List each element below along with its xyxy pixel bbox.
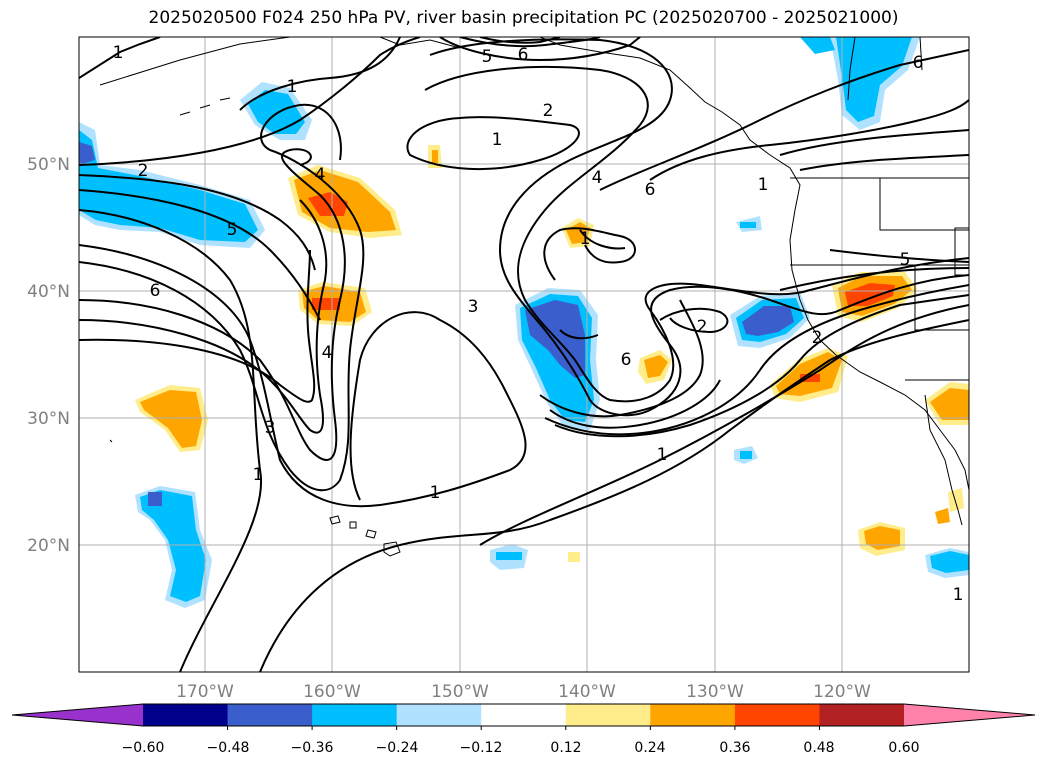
contour-label: 2 [543, 101, 554, 121]
lon-tick-label: 120°W [813, 682, 871, 702]
contour-label: 1 [253, 465, 264, 485]
contour-label: 2 [697, 317, 708, 337]
colorbar-segment [819, 704, 905, 726]
colorbar-tick-label: −0.12 [460, 740, 503, 756]
colorbar-segment [396, 704, 482, 726]
contour-label: 5 [227, 220, 238, 240]
colorbar-ticks: −0.60 −0.48 −0.36 −0.24 −0.12 0.12 0.24 … [122, 740, 920, 756]
lon-tick-label: 150°W [431, 682, 489, 702]
lon-tick-label: 170°W [176, 682, 234, 702]
lat-tick-labels: 50°N 40°N 30°N 20°N [27, 155, 70, 556]
colorbar: −0.60 −0.48 −0.36 −0.24 −0.12 0.12 0.24 … [11, 703, 1036, 756]
colorbar-tick-label: −0.60 [122, 740, 165, 756]
colorbar-tick-label: 0.36 [719, 740, 750, 756]
contour-label: 1 [430, 483, 441, 503]
lat-tick-label: 20°N [27, 536, 70, 556]
contour-label: 6 [645, 180, 656, 200]
colorbar-extend-min [12, 704, 143, 726]
contour-label: 1 [113, 43, 124, 63]
colorbar-segment [143, 704, 229, 726]
pv-contours [79, 37, 969, 672]
colorbar-segment [650, 704, 736, 726]
colorbar-tick-label: 0.24 [634, 740, 665, 756]
colorbar-tick-label: 0.60 [888, 740, 919, 756]
colorbar-tick-label: −0.24 [376, 740, 419, 756]
contour-label: 2 [812, 328, 823, 348]
colorbar-outline [11, 703, 1036, 727]
lon-tick-label: 160°W [303, 682, 361, 702]
colorbar-segment [481, 704, 567, 726]
coastlines [99, 37, 969, 526]
contour-labels: 1 5 6 1 2 1 6 2 4 4 6 5 1 1 6 5 3 2 2 4 … [113, 43, 964, 605]
contour-label: 6 [518, 45, 529, 65]
colorbar-segment [312, 704, 398, 726]
lon-tick-label: 140°W [558, 682, 616, 702]
colorbar-segment [565, 704, 651, 726]
contour-label: 4 [322, 343, 333, 363]
colorbar-extend-max [904, 704, 1035, 726]
lon-tick-label: 130°W [686, 682, 744, 702]
colorbar-tick-label: −0.48 [207, 740, 250, 756]
contour-label: 5 [482, 47, 493, 67]
contour-label: 1 [580, 229, 591, 249]
colorbar-segments [11, 703, 1036, 730]
map-frame [78, 36, 970, 673]
contour-label: 1 [287, 77, 298, 97]
colorbar-tick-label: −0.36 [291, 740, 334, 756]
lon-tick-labels: 170°W 160°W 150°W 140°W 130°W 120°W [176, 682, 871, 702]
contour-label: 6 [621, 350, 632, 370]
contour-label: 6 [150, 281, 161, 301]
colorbar-tick-label: 0.12 [550, 740, 581, 756]
lat-tick-label: 30°N [27, 409, 70, 429]
contour-label: 4 [315, 165, 326, 185]
contour-label: 6 [913, 53, 924, 73]
contour-label: 3 [468, 297, 479, 317]
negative-precip-shading [79, 37, 969, 608]
contour-label: 5 [900, 250, 911, 270]
contour-label: 1 [657, 445, 668, 465]
contour-label: 1 [953, 585, 964, 605]
colorbar-segment [734, 704, 820, 726]
contour-label: 4 [592, 168, 603, 188]
colorbar-segment [227, 704, 313, 726]
contour-label: 1 [492, 130, 503, 150]
contour-label: 3 [265, 418, 276, 438]
figure-title: 2025020500 F024 250 hPa PV, river basin … [148, 8, 899, 28]
lat-tick-label: 40°N [27, 282, 70, 302]
lat-tick-label: 50°N [27, 155, 70, 175]
map-panel [79, 37, 969, 672]
colorbar-tick-label: 0.48 [803, 740, 834, 756]
contour-label: 2 [138, 161, 149, 181]
contour-label: 1 [758, 175, 769, 195]
